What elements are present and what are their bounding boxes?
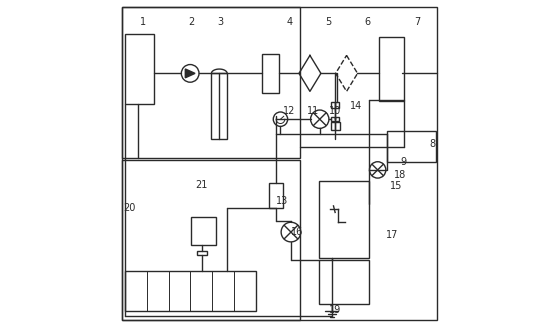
Bar — [335, 122, 340, 130]
Text: 1: 1 — [140, 17, 146, 27]
Text: 20: 20 — [123, 203, 135, 213]
Bar — [335, 102, 339, 108]
Text: 14: 14 — [350, 101, 363, 111]
Bar — [380, 37, 404, 101]
Bar — [319, 260, 369, 304]
Text: 21: 21 — [196, 180, 208, 190]
Bar — [263, 54, 279, 93]
Text: 5: 5 — [325, 17, 331, 27]
Bar — [122, 160, 300, 320]
Text: 9: 9 — [401, 157, 407, 167]
Bar — [197, 251, 207, 255]
Bar — [211, 73, 227, 139]
Polygon shape — [186, 69, 195, 78]
Text: 8: 8 — [429, 139, 435, 149]
Bar — [331, 117, 335, 121]
Bar — [387, 131, 436, 162]
Bar — [269, 183, 283, 208]
Text: 10: 10 — [329, 106, 341, 116]
Text: 13: 13 — [276, 196, 288, 206]
Bar — [125, 34, 154, 105]
Text: 3: 3 — [217, 17, 224, 27]
Text: 17: 17 — [386, 230, 399, 240]
Text: 11: 11 — [307, 106, 319, 116]
Text: 4: 4 — [286, 17, 292, 27]
Bar — [331, 122, 335, 130]
Bar — [319, 182, 369, 258]
Text: 18: 18 — [394, 171, 406, 181]
Text: 12: 12 — [283, 106, 296, 116]
Bar — [191, 217, 216, 245]
Text: 2: 2 — [188, 17, 195, 27]
Text: 7: 7 — [414, 17, 420, 27]
Bar — [122, 7, 300, 158]
Bar — [331, 102, 335, 108]
Bar — [335, 117, 339, 121]
Text: 19: 19 — [329, 305, 341, 314]
Text: 6: 6 — [365, 17, 371, 27]
Text: 16: 16 — [291, 227, 303, 237]
Bar — [125, 271, 256, 311]
Text: 15: 15 — [390, 181, 402, 191]
